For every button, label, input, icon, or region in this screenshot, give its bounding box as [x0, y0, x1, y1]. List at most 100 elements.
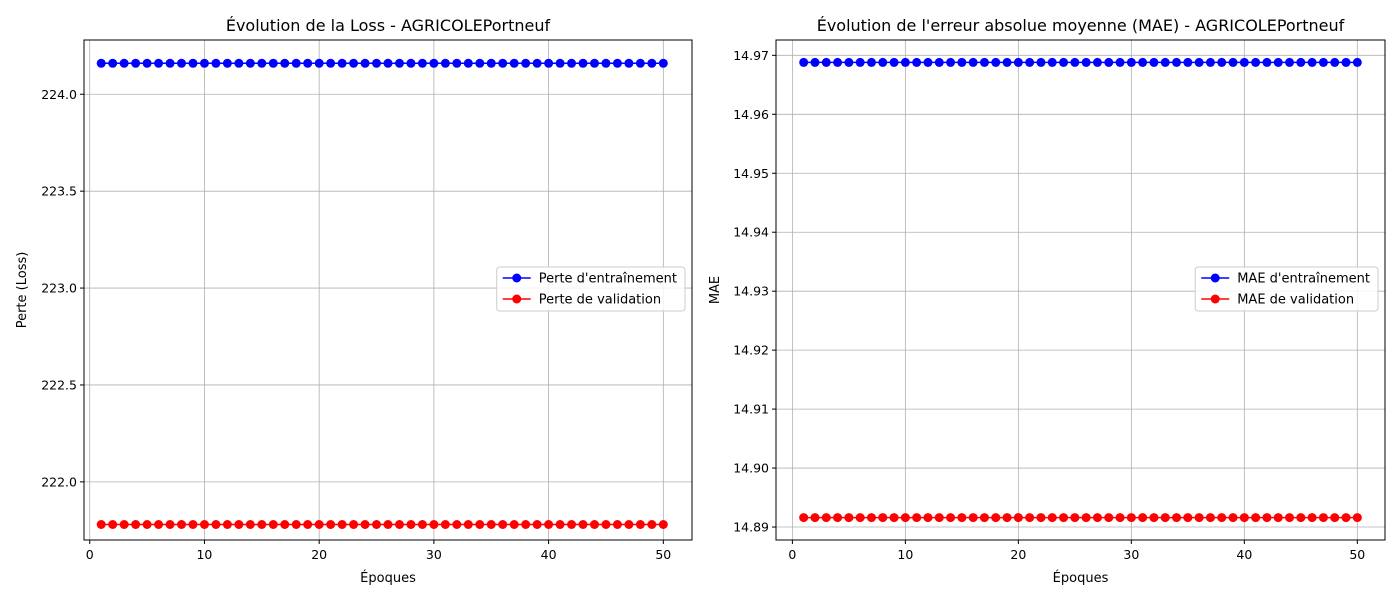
data-point	[1092, 57, 1102, 67]
data-point	[1104, 513, 1114, 523]
series-training	[799, 57, 1362, 67]
data-point	[383, 58, 393, 68]
data-point	[188, 58, 198, 68]
legend: Perte d'entraînement Perte de validation	[496, 266, 686, 312]
data-point	[934, 57, 944, 67]
data-point	[810, 57, 820, 67]
data-point	[979, 57, 989, 67]
data-point	[360, 519, 370, 529]
data-point	[268, 519, 278, 529]
y-tick-label: 14.94	[733, 225, 769, 240]
data-point	[855, 57, 865, 67]
data-point	[154, 58, 164, 68]
data-point	[1047, 513, 1057, 523]
data-point	[567, 58, 577, 68]
legend-label: Perte d'entraînement	[539, 272, 677, 287]
legend: MAE d'entraînement MAE de validation	[1194, 266, 1379, 312]
data-point	[406, 58, 416, 68]
x-tick-label: 40	[541, 547, 557, 562]
data-point	[635, 519, 645, 529]
data-point	[119, 58, 129, 68]
data-point	[821, 57, 831, 67]
y-tick-label: 223.5	[41, 184, 77, 199]
data-point	[844, 513, 854, 523]
data-point	[463, 519, 473, 529]
data-point	[1047, 57, 1057, 67]
data-point	[1239, 513, 1249, 523]
data-point	[1239, 57, 1249, 67]
data-point	[1092, 513, 1102, 523]
data-point	[154, 519, 164, 529]
data-point	[1307, 57, 1317, 67]
data-point	[567, 519, 577, 529]
data-point	[142, 58, 152, 68]
data-point	[578, 58, 588, 68]
data-point	[889, 57, 899, 67]
data-point	[1341, 513, 1351, 523]
data-point	[635, 58, 645, 68]
y-tick-label: 224.0	[41, 87, 77, 102]
data-point	[1352, 513, 1362, 523]
chart-title: Évolution de la Loss - AGRICOLEPortneuf	[226, 16, 551, 35]
data-point	[1070, 57, 1080, 67]
data-point	[878, 57, 888, 67]
data-point	[1002, 57, 1012, 67]
data-point	[245, 58, 255, 68]
data-point	[1036, 513, 1046, 523]
legend-frame	[1194, 266, 1379, 312]
data-point	[96, 519, 106, 529]
data-point	[1352, 57, 1362, 67]
data-point	[658, 519, 668, 529]
data-point	[498, 519, 508, 529]
data-point	[1296, 57, 1306, 67]
data-point	[1318, 513, 1328, 523]
data-point	[131, 58, 141, 68]
data-point	[1081, 513, 1091, 523]
data-point	[866, 57, 876, 67]
x-axis-label: Époques	[1053, 570, 1109, 586]
data-point	[372, 519, 382, 529]
data-point	[624, 519, 634, 529]
y-tick-label: 14.92	[733, 343, 769, 358]
data-point	[108, 519, 118, 529]
data-point	[211, 519, 221, 529]
data-point	[555, 58, 565, 68]
legend-label: MAE de validation	[1237, 293, 1354, 308]
data-point	[923, 513, 933, 523]
data-point	[440, 519, 450, 529]
data-point	[946, 513, 956, 523]
data-point	[1285, 513, 1295, 523]
data-point	[165, 519, 175, 529]
data-point	[1217, 513, 1227, 523]
data-point	[1296, 513, 1306, 523]
data-point	[1013, 57, 1023, 67]
data-point	[475, 58, 485, 68]
legend-label: MAE d'entraînement	[1237, 272, 1370, 287]
data-point	[1273, 513, 1283, 523]
data-point	[833, 57, 843, 67]
data-point	[1036, 57, 1046, 67]
data-point	[1330, 513, 1340, 523]
data-point	[383, 519, 393, 529]
loss-chart-panel: 0 10 20 30 40 50 222.0 222.5 223.0 223.5 224.0 Évol…	[15, 16, 693, 586]
data-point	[280, 58, 290, 68]
data-point	[440, 58, 450, 68]
data-point	[177, 519, 187, 529]
data-point	[1126, 57, 1136, 67]
data-point	[452, 58, 462, 68]
data-point	[991, 57, 1001, 67]
y-tick-label: 222.5	[41, 377, 77, 392]
legend-marker	[512, 273, 522, 283]
mae-chart-panel: 0 10 20 30 40 50 14.89 14.90 14.91 14.92 14.93 14.9…	[708, 16, 1386, 586]
data-point	[889, 513, 899, 523]
data-point	[406, 519, 416, 529]
data-point	[463, 58, 473, 68]
data-point	[360, 58, 370, 68]
chart-title: Évolution de l'erreur absolue moyenne (M…	[817, 16, 1345, 35]
data-point	[900, 57, 910, 67]
data-point	[131, 519, 141, 529]
data-point	[257, 519, 267, 529]
data-point	[589, 58, 599, 68]
x-tick-label: 10	[897, 547, 913, 562]
